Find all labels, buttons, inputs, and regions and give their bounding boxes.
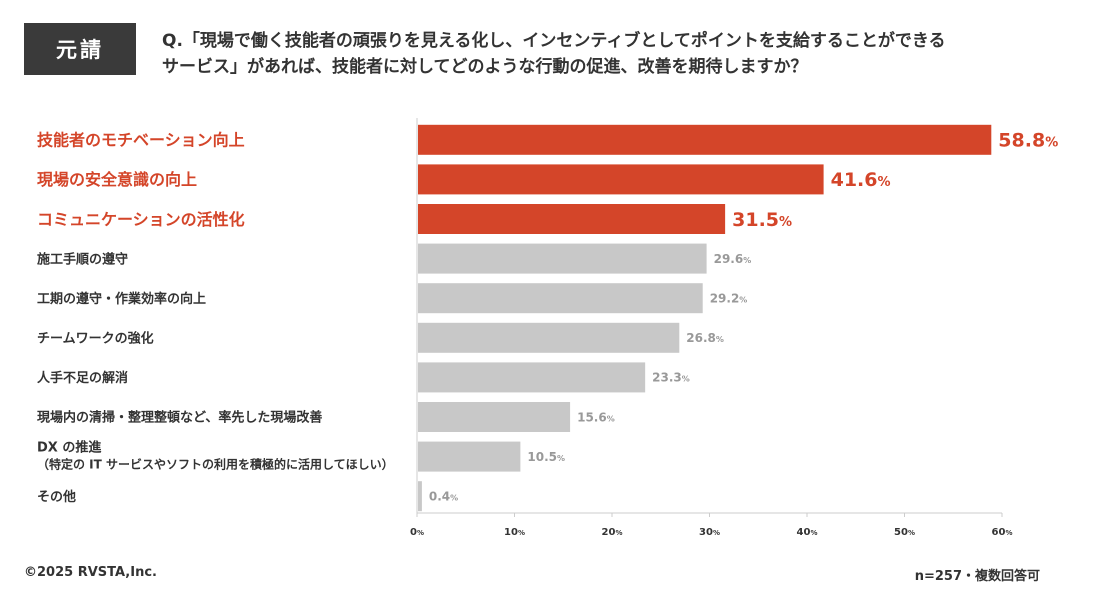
value-number: 41.6 [831, 169, 878, 191]
value-unit: % [779, 215, 792, 230]
value-number: 58.8 [998, 130, 1045, 152]
category-label: その他 [37, 489, 76, 505]
bar [418, 402, 571, 432]
value-label: 15.6% [577, 410, 615, 424]
value-unit: % [877, 175, 890, 190]
value-unit: % [450, 494, 458, 503]
x-tick-value: 40 [797, 527, 811, 538]
value-label: 10.5% [527, 450, 565, 464]
x-tick-label: 40% [797, 527, 818, 538]
value-unit: % [716, 335, 724, 344]
value-unit: % [607, 414, 615, 423]
value-number: 31.5 [732, 209, 779, 231]
bar [418, 124, 992, 155]
bar [418, 322, 680, 353]
x-tick-value: 20 [602, 527, 616, 538]
x-tick-unit: % [810, 529, 817, 537]
question-line-2: サービス」があれば、技能者に対してどのような行動の促進、改善を期待しますか？ [162, 57, 808, 77]
bar [418, 283, 703, 314]
question-line-1: Q.「現場で働く技能者の頑張りを見える化し、インセンティブとしてポイントを支給す… [162, 31, 946, 51]
value-unit: % [743, 256, 751, 265]
value-number: 29.6 [714, 252, 744, 266]
category-label-line: 施工手順の遵守 [37, 251, 128, 267]
category-label-line: DX の推進 [37, 440, 101, 456]
value-label: 26.8% [686, 331, 724, 345]
category-label: 工期の遵守・作業効率の向上 [37, 291, 206, 307]
category-label: 人手不足の解消 [37, 370, 128, 386]
category-label-line: （特定の IT サービスやソフトの利用を積極的に活用してほしい） [37, 457, 394, 472]
x-tick-value: 10 [504, 527, 518, 538]
value-unit: % [739, 296, 747, 305]
value-number: 26.8 [686, 331, 716, 345]
sample-note: n=257・複数回答可 [914, 569, 1040, 584]
bar [418, 164, 824, 195]
value-label: 31.5% [732, 209, 792, 231]
category-label: 現場の安全意識の向上 [37, 170, 197, 189]
category-label-line: コミュニケーションの活性化 [37, 210, 245, 229]
value-number: 15.6 [577, 410, 607, 424]
value-unit: % [557, 454, 565, 463]
x-tick-label: 0% [410, 527, 424, 538]
x-tick-label: 50% [894, 527, 915, 538]
bar [418, 362, 646, 393]
x-tick-label: 30% [699, 527, 720, 538]
category-label-line: チームワークの強化 [37, 330, 154, 346]
value-label: 41.6% [831, 169, 891, 191]
value-label: 23.3% [652, 371, 690, 385]
category-label-line: 技能者のモチベーション向上 [37, 131, 245, 150]
bar [418, 204, 726, 234]
x-tick-unit: % [713, 529, 720, 537]
value-unit: % [1045, 136, 1058, 151]
category-label: チームワークの強化 [37, 330, 154, 346]
category-label: 現場内の清掃・整理整頓など、率先した現場改善 [37, 410, 322, 426]
category-label-line: 現場内の清掃・整理整頓など、率先した現場改善 [37, 410, 322, 426]
x-tick-unit: % [417, 529, 424, 537]
value-label: 29.6% [714, 252, 752, 266]
x-tick-unit: % [518, 529, 525, 537]
category-label-line: 現場の安全意識の向上 [37, 170, 197, 189]
category-label-line: 工期の遵守・作業効率の向上 [37, 291, 206, 307]
x-tick-unit: % [908, 529, 915, 537]
x-tick-value: 0 [410, 527, 417, 538]
x-tick-value: 30 [699, 527, 713, 538]
value-number: 29.2 [710, 292, 740, 306]
bar [418, 481, 422, 512]
category-label: 技能者のモチベーション向上 [37, 131, 245, 150]
value-number: 10.5 [527, 450, 557, 464]
category-label-line: その他 [37, 489, 76, 505]
x-tick-value: 50 [894, 527, 908, 538]
category-label: 施工手順の遵守 [37, 251, 128, 267]
value-number: 0.4 [429, 490, 450, 504]
value-label: 29.2% [710, 292, 748, 306]
x-tick-value: 60 [992, 527, 1006, 538]
category-label: コミュニケーションの活性化 [37, 210, 245, 229]
x-tick-unit: % [1005, 529, 1012, 537]
category-label-line: 人手不足の解消 [37, 370, 128, 386]
question-text: Q.「現場で働く技能者の頑張りを見える化し、インセンティブとしてポイントを支給す… [162, 28, 1062, 80]
x-tick-label: 20% [602, 527, 623, 538]
x-tick-unit: % [615, 529, 622, 537]
bar [418, 243, 707, 274]
value-label: 0.4% [429, 490, 458, 504]
value-unit: % [682, 375, 690, 384]
x-tick-label: 60% [992, 527, 1013, 538]
value-label: 58.8% [998, 130, 1058, 152]
copyright: ©2025 RVSTA,Inc. [24, 565, 157, 580]
value-number: 23.3 [652, 371, 682, 385]
bar [418, 441, 521, 472]
x-tick-label: 10% [504, 527, 525, 538]
category-label: DX の推進（特定の IT サービスやソフトの利用を積極的に活用してほしい） [37, 440, 394, 472]
respondent-badge: 元請 [24, 23, 136, 75]
